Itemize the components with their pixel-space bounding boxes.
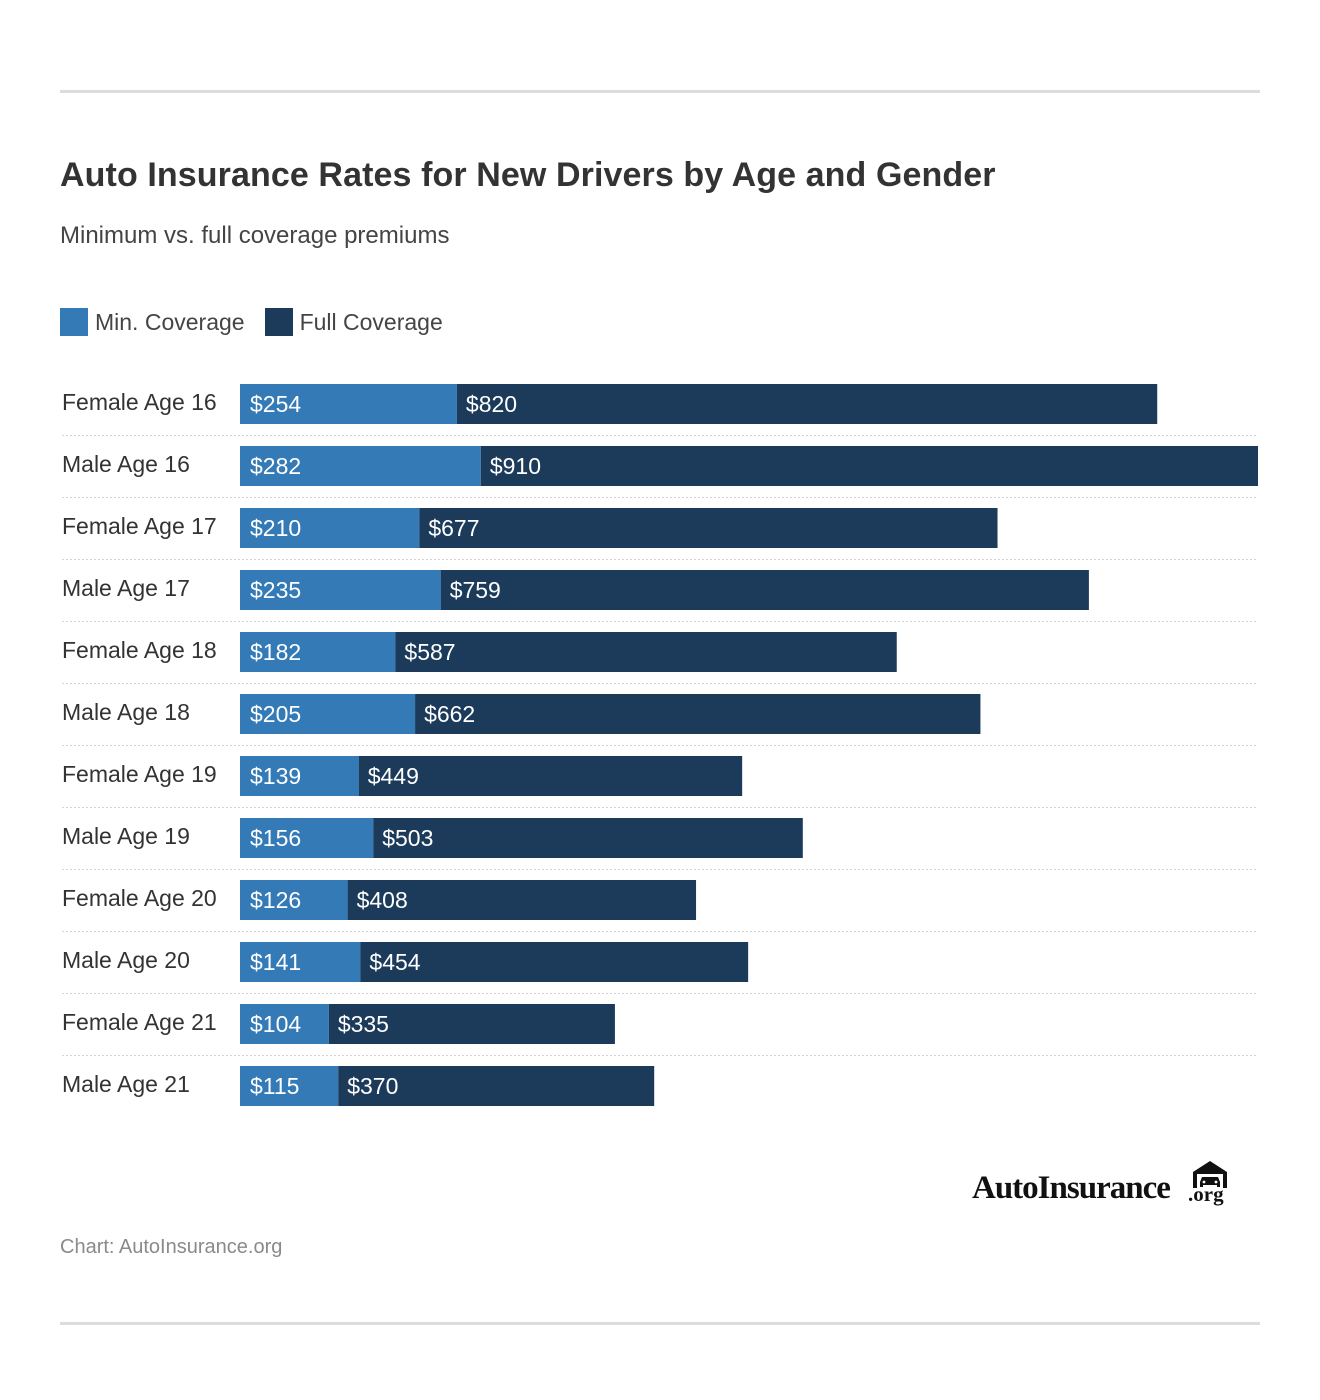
data-label-full-coverage-male-age-18: $662	[424, 701, 475, 727]
legend-label-min-coverage: Min. Coverage	[95, 308, 245, 335]
bar-min-coverage-male-age-21	[240, 1066, 339, 1106]
data-label-full-coverage-female-age-19: $449	[368, 763, 419, 789]
category-label-male-age-19: Male Age 19	[62, 823, 190, 849]
bar-full-coverage-female-age-16	[456, 384, 1158, 424]
bar-chart: Female Age 16 $254 $820 Male Age 16 $282 $910…	[62, 384, 1258, 1106]
category-label-female-age-17: Female Age 17	[62, 513, 217, 539]
category-label-female-age-19: Female Age 19	[62, 761, 217, 787]
category-label-female-age-16: Female Age 16	[62, 389, 217, 415]
legend-label-full-coverage: Full Coverage	[299, 308, 443, 335]
data-label-full-coverage-male-age-21: $370	[347, 1073, 398, 1099]
data-label-full-coverage-female-age-17: $677	[428, 515, 479, 541]
chart-legend: Min. Coverage Full Coverage	[60, 308, 463, 336]
category-label-female-age-18: Female Age 18	[62, 637, 217, 663]
data-label-min-coverage-male-age-16: $282	[250, 453, 301, 479]
bar-min-coverage-female-age-20	[240, 880, 348, 920]
data-label-full-coverage-male-age-16: $910	[490, 453, 541, 479]
data-label-min-coverage-male-age-20: $141	[250, 949, 301, 975]
bar-min-coverage-male-age-17	[240, 570, 441, 610]
data-label-min-coverage-female-age-18: $182	[250, 639, 301, 665]
bar-min-coverage-female-age-18	[240, 632, 396, 672]
bar-min-coverage-male-age-19	[240, 818, 374, 858]
data-label-min-coverage-female-age-21: $104	[250, 1011, 301, 1037]
data-label-min-coverage-male-age-19: $156	[250, 825, 301, 851]
data-label-min-coverage-female-age-20: $126	[250, 887, 301, 913]
category-label-male-age-18: Male Age 18	[62, 699, 190, 725]
car-in-garage-icon	[1193, 1161, 1227, 1188]
data-label-min-coverage-male-age-18: $205	[250, 701, 301, 727]
data-label-full-coverage-female-age-21: $335	[338, 1011, 389, 1037]
bar-full-coverage-female-age-19	[358, 756, 743, 796]
bar-min-coverage-male-age-20	[240, 942, 361, 982]
legend-swatch-min-coverage	[60, 308, 88, 336]
bottom-rule	[60, 1322, 1260, 1325]
data-label-min-coverage-female-age-17: $210	[250, 515, 301, 541]
legend-item-min-coverage: Min. Coverage	[60, 308, 245, 336]
bar-full-coverage-female-age-21	[328, 1004, 615, 1044]
bar-min-coverage-female-age-19	[240, 756, 359, 796]
data-label-full-coverage-male-age-20: $454	[369, 949, 420, 975]
data-label-min-coverage-male-age-17: $235	[250, 577, 301, 603]
data-label-full-coverage-female-age-16: $820	[466, 391, 517, 417]
autoinsurance-logo: AutoInsurance .org	[972, 1156, 1232, 1212]
bar-min-coverage-female-age-17	[240, 508, 420, 548]
data-label-full-coverage-female-age-18: $587	[404, 639, 455, 665]
bar-full-coverage-female-age-18	[395, 632, 897, 672]
bar-full-coverage-male-age-16	[480, 446, 1258, 486]
logo-wordmark: AutoInsurance	[972, 1170, 1171, 1206]
bar-full-coverage-female-age-17	[419, 508, 998, 548]
chart-title: Auto Insurance Rates for New Drivers by …	[60, 156, 996, 194]
chart-source: Chart: AutoInsurance.org	[60, 1236, 283, 1258]
bar-full-coverage-male-age-19	[373, 818, 803, 858]
bar-min-coverage-male-age-16	[240, 446, 481, 486]
bar-min-coverage-female-age-21	[240, 1004, 329, 1044]
bar-full-coverage-male-age-18	[415, 694, 981, 734]
category-label-male-age-17: Male Age 17	[62, 575, 190, 601]
data-label-full-coverage-male-age-19: $503	[382, 825, 433, 851]
category-label-female-age-21: Female Age 21	[62, 1009, 217, 1035]
top-rule	[60, 90, 1260, 93]
data-label-min-coverage-male-age-21: $115	[250, 1073, 299, 1099]
bar-full-coverage-male-age-20	[360, 942, 749, 982]
chart-subtitle: Minimum vs. full coverage premiums	[60, 222, 450, 249]
category-label-male-age-21: Male Age 21	[62, 1071, 190, 1097]
legend-swatch-full-coverage	[264, 308, 293, 336]
legend-item-full-coverage: Full Coverage	[264, 308, 443, 336]
data-label-min-coverage-female-age-19: $139	[250, 763, 301, 789]
category-label-male-age-20: Male Age 20	[62, 947, 190, 973]
bar-min-coverage-female-age-16	[240, 384, 457, 424]
bar-min-coverage-male-age-18	[240, 694, 416, 734]
data-label-min-coverage-female-age-16: $254	[250, 391, 301, 417]
data-label-full-coverage-male-age-17: $759	[450, 577, 501, 603]
data-label-full-coverage-female-age-20: $408	[357, 887, 408, 913]
bar-full-coverage-male-age-17	[440, 570, 1089, 610]
bar-full-coverage-female-age-20	[347, 880, 697, 920]
category-label-female-age-20: Female Age 20	[62, 885, 217, 911]
bar-full-coverage-male-age-21	[338, 1066, 655, 1106]
category-label-male-age-16: Male Age 16	[62, 451, 190, 477]
